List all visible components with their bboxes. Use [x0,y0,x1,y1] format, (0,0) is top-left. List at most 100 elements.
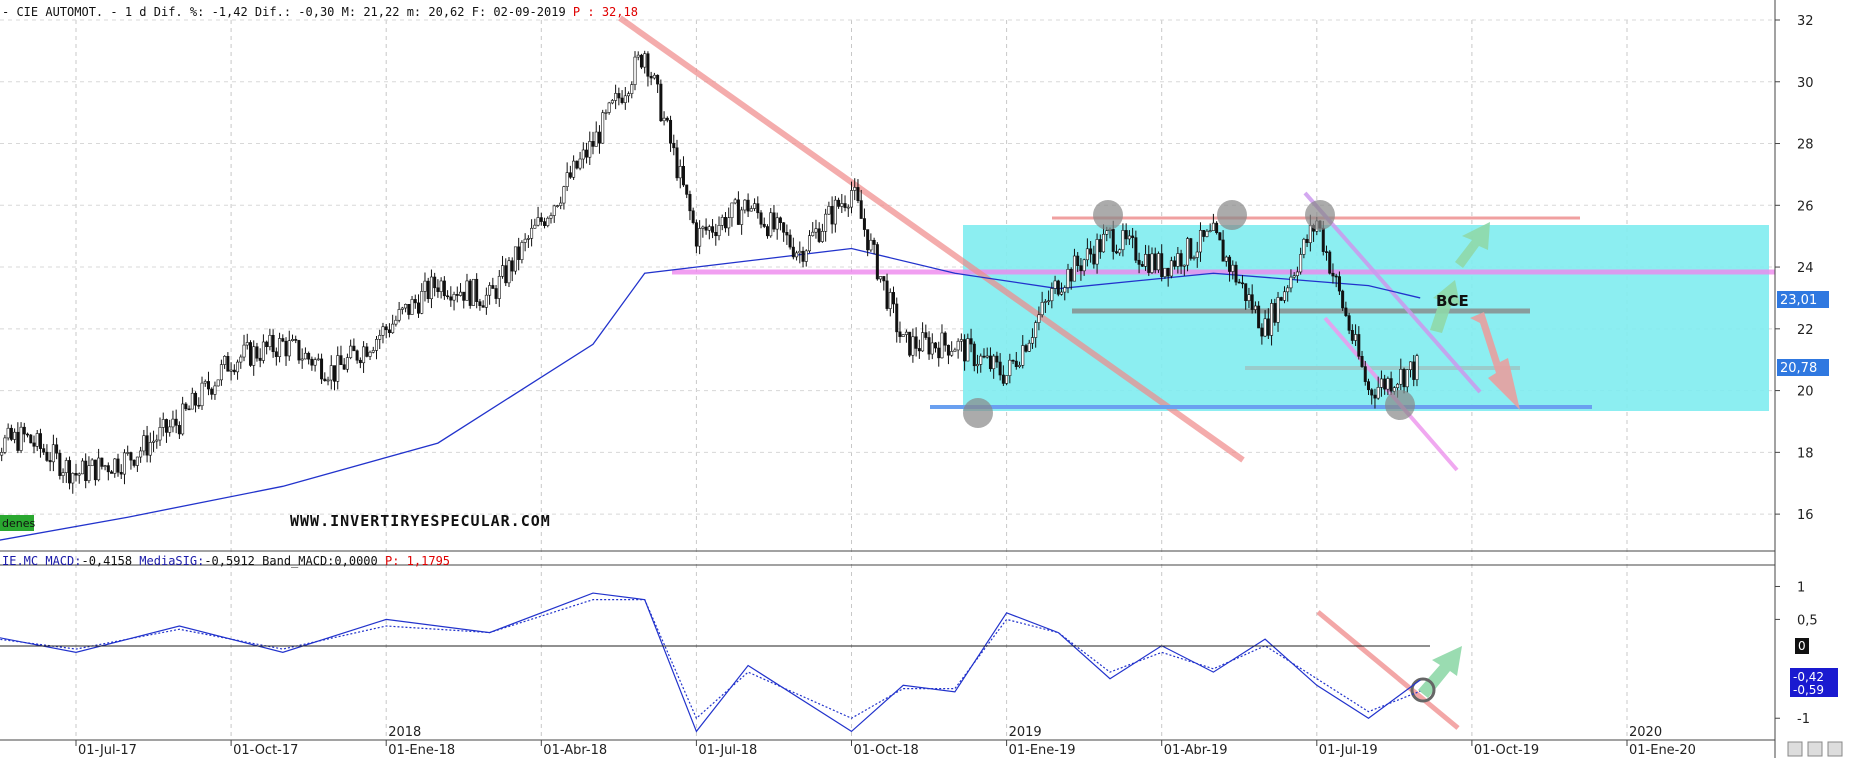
candle-body [1211,222,1215,231]
candle-body [753,203,757,209]
candle-body [265,341,269,348]
candle-body [1131,235,1135,238]
candle-body [1160,253,1164,277]
candle-body [817,228,821,242]
candle-body [1001,374,1005,384]
candle-body [223,356,227,365]
candle-body [1231,264,1235,272]
candle-body [1276,297,1280,323]
resistance-diagonal[interactable] [618,15,1245,463]
candle-body [733,199,737,204]
y-tick-label: 16 [1797,508,1814,523]
candle-body [788,234,792,248]
candle-body [623,95,627,103]
candle-body [203,381,207,384]
candle-body [1124,230,1128,240]
candle-body [113,458,117,474]
markers-layer [963,200,1520,730]
candle-body [80,460,84,475]
candle-body [627,93,631,97]
candle-body [29,434,33,444]
candle-body [387,329,391,334]
green-tag[interactable] [0,515,34,531]
candle-body [1202,230,1206,237]
candle-body [320,358,324,380]
settings-icon[interactable] [1787,741,1803,757]
candle-body [87,465,91,481]
candle-body [1289,276,1293,289]
candle-body [1195,251,1199,258]
candle-body [1102,233,1106,253]
x-tick-label: 01-Ene-19 [1009,743,1076,758]
candle-body [736,199,740,225]
candle-body [352,345,356,352]
candle-body [161,419,165,428]
candle-body [1173,260,1177,267]
candle-body [226,356,230,372]
channel-upper-line[interactable] [1303,191,1482,394]
y-tick-label: 30 [1797,76,1814,91]
candle-body [413,299,417,304]
candle-body [1147,254,1151,273]
candle-body [1240,282,1244,285]
candle-body [597,131,601,144]
year-label: 2018 [388,725,421,740]
candle-body [6,427,10,439]
candle-body [543,221,547,226]
candle-body [184,403,188,410]
arrow-up-icon [1455,222,1490,268]
candle-body [759,212,763,225]
candle-body [135,456,139,466]
ma-line[interactable] [0,247,1421,545]
marker-circle[interactable] [1385,390,1415,420]
y-tick-label: 28 [1797,138,1814,153]
candle-body [1182,264,1186,267]
candle-body [956,340,960,351]
candle-body [71,472,75,484]
candle-body [1305,238,1309,244]
candle-body [1302,238,1306,255]
candle-body [1244,283,1248,301]
marker-circle[interactable] [1093,200,1123,230]
candle-body [1043,301,1047,303]
candle-body [1279,297,1283,301]
candle-body [484,294,488,308]
candle-body [1324,251,1328,253]
candle-body [164,419,168,433]
candle-body [765,226,769,237]
x-tick-label: 01-Jul-18 [698,743,757,758]
candle-body [239,356,243,363]
candle-body [656,74,660,85]
candle-body [607,102,611,113]
marker-circle[interactable] [1217,200,1247,230]
ma-price-badge [1777,291,1829,308]
save-icon[interactable] [1807,741,1823,757]
bce-annotation: BCE [1436,292,1469,310]
candle-body [526,238,530,240]
candle-body [13,431,17,440]
marker-circle[interactable] [963,398,993,428]
candle-body [510,260,514,272]
macd-line[interactable] [0,592,1421,733]
candle-body [833,199,837,225]
candle-body [921,332,925,352]
candle-body [681,166,685,186]
candle-body [1176,253,1180,267]
channel-box[interactable] [963,225,1769,411]
candle-body [119,471,123,475]
candle-body [349,345,353,358]
candle-body [190,392,194,410]
macd-downtrend-line[interactable] [1316,610,1460,730]
candle-body [1072,255,1076,282]
candle-body [287,340,291,357]
candle-body [636,54,640,58]
candle-body [281,338,285,342]
marker-circle[interactable] [1410,677,1436,703]
marker-circle[interactable] [1305,200,1335,230]
candle-body [475,278,479,302]
candle-body [365,346,369,357]
candle-body [782,222,786,233]
candle-body [727,217,731,229]
scroll-icon[interactable] [1827,741,1843,757]
macd-tick-label: 1 [1797,580,1805,595]
